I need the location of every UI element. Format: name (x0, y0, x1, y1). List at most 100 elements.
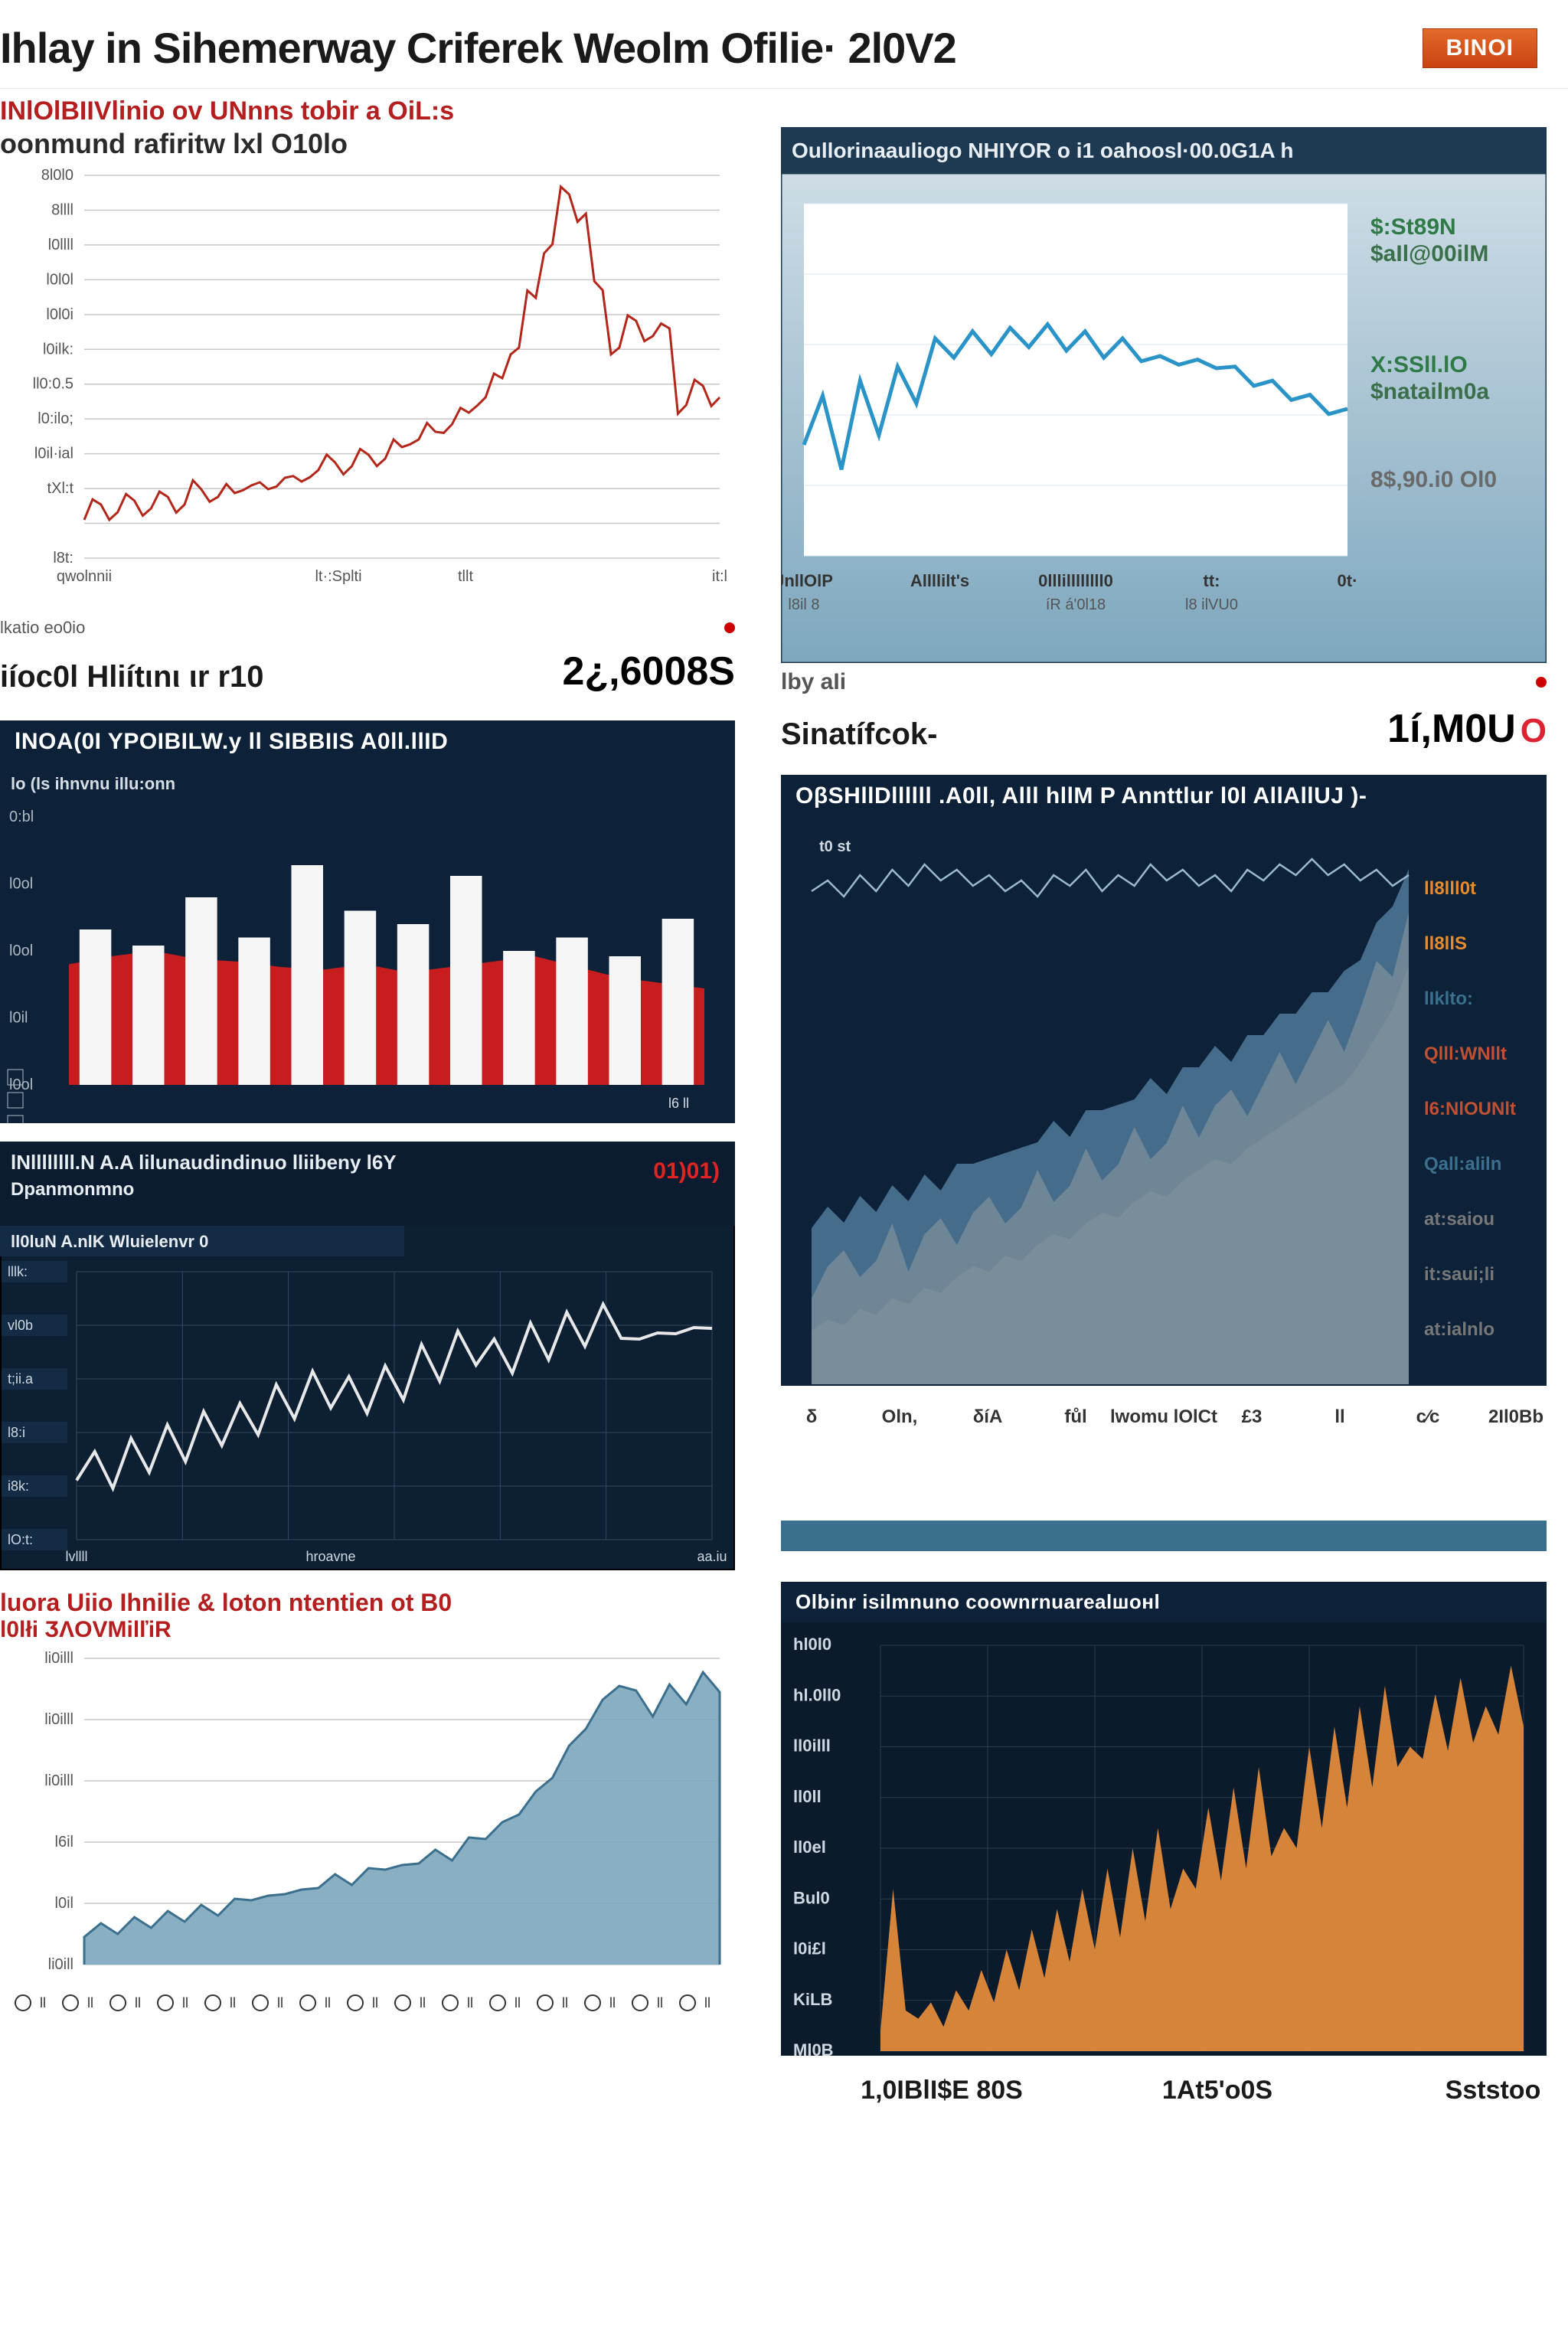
svg-text:l0l0i: l0l0i (46, 306, 74, 323)
svg-text:Oln,: Oln, (882, 1406, 918, 1427)
svg-text:l8il 8: l8il 8 (788, 596, 819, 613)
chart1-subtitle: oonmund rafiritw lxl O10lo (0, 128, 735, 160)
svg-text:8llll: 8llll (51, 201, 74, 218)
svg-text:ll: ll (609, 1995, 616, 2011)
svg-text:lt·:Splti: lt·:Splti (315, 568, 361, 585)
svg-text:qwolnnii: qwolnnii (57, 568, 112, 585)
chart5-svg: t0 stll8lll0tll8llSlIklto:Qlll:WNlltl6:N… (781, 818, 1547, 1507)
svg-text:t0 st: t0 st (819, 838, 851, 855)
svg-text:l0llll: l0llll (48, 237, 74, 253)
svg-text:c∕c: c∕c (1416, 1406, 1440, 1427)
svg-text:ll: ll (135, 1995, 141, 2011)
svg-text:lo (ls ihnvnu illu:onn: lo (ls ihnvnu illu:onn (11, 774, 175, 793)
svg-text:l6:NlOUNlt: l6:NlOUNlt (1424, 1099, 1516, 1119)
svg-text:£3: £3 (1242, 1406, 1263, 1427)
svg-text:Qlll:WNllt: Qlll:WNllt (1424, 1044, 1507, 1064)
svg-text:8$,90.i0 Ol0: 8$,90.i0 Ol0 (1370, 467, 1497, 492)
svg-text:at:ialnlo: at:ialnlo (1424, 1319, 1494, 1340)
svg-text:ll0el: ll0el (793, 1838, 826, 1857)
svg-text:$aIl@00ilM: $aIl@00ilM (1370, 241, 1488, 266)
svg-text:li0illl: li0illl (44, 1711, 74, 1728)
page-title: Ihlay in Sihemerway Criferek Weolm Ofili… (0, 23, 956, 73)
svg-text:ll: ll (325, 1995, 331, 2011)
svg-text:l0i£l: l0i£l (793, 1939, 826, 1958)
chart7-title: Olbinr isilmnuno coownrnuarealшонl (781, 1582, 1547, 1622)
svg-text:ll0:0.5: ll0:0.5 (33, 376, 74, 393)
svg-text:ll: ll (704, 1995, 710, 2011)
chart1-suptitle: INlOlBIIVlinio ov UNnns tobir a OiL:s (0, 96, 735, 126)
svg-text:δ: δ (806, 1406, 818, 1427)
svg-text:$:St89N: $:St89N (1370, 214, 1456, 240)
svg-text:it:saui;li: it:saui;li (1424, 1264, 1494, 1285)
svg-text:l8t:: l8t: (53, 550, 74, 567)
chart3-panel: lNOA(0I YPOIBILW.y ll SIBBIIS A0ll.llID … (0, 720, 735, 1123)
svg-text:Oullorinaauliogo NHIYOR o i1 o: Oullorinaauliogo NHIYOR o i1 oahoosl·00.… (792, 139, 1293, 162)
chart2-metric-value: 1í,M0UO (1387, 706, 1547, 752)
chart6-panel: luora Uiio Ihnilie & loton ntentien ot B… (0, 1589, 735, 2018)
svg-text:l0il: l0il (55, 1895, 74, 1912)
svg-text:t;ii.a: t;ii.a (8, 1371, 34, 1387)
svg-text:δíA: δíA (973, 1406, 1003, 1427)
chart1-panel: INlOlBIIVlinio ov UNnns tobir a OiL:s oo… (0, 96, 735, 694)
svg-text:KiLB: KiLB (793, 1990, 832, 2009)
chart2-svg: Oullorinaauliogo NHIYOR o i1 oahoosl·00.… (781, 127, 1547, 663)
header-action-button[interactable]: BINOI (1423, 28, 1537, 68)
svg-text:ll: ll (467, 1995, 473, 2011)
chart3-title: lNOA(0I YPOIBILW.y ll SIBBIIS A0ll.llID (0, 720, 735, 763)
svg-text:ll: ll (87, 1995, 93, 2011)
svg-text:tllt: tllt (458, 568, 473, 585)
chart4-svg: lNllllllll.N A.A lilunaudindinuo lliiben… (0, 1142, 735, 1570)
svg-text:ll8lll0t: ll8lll0t (1424, 878, 1476, 899)
svg-text:ll: ll (657, 1995, 663, 2011)
svg-text:vl0b: vl0b (8, 1318, 33, 1333)
svg-text:l0il·ial: l0il·ial (34, 446, 74, 462)
svg-text:ll8llS: ll8llS (1424, 933, 1467, 954)
svg-text:l8:i: l8:i (8, 1425, 25, 1440)
svg-text:l8 ilVU0: l8 ilVU0 (1185, 596, 1238, 613)
svg-text:Allllilt's: Allllilt's (910, 571, 969, 590)
svg-text:l6 ll: l6 ll (668, 1096, 689, 1111)
svg-text:0:bl: 0:bl (9, 808, 34, 825)
svg-text:ll: ll (182, 1995, 188, 2011)
chart2-footer-left: lby aIi (781, 669, 846, 695)
chart1-metric-label: iíoc0l Hliítιnι ιr r10 (0, 660, 264, 694)
svg-text:it:l: it:l (712, 568, 727, 585)
svg-text:0lllillllllll0: 0lllillllllll0 (1038, 571, 1113, 590)
svg-text:lwomu lOlCt: lwomu lOlCt (1110, 1406, 1217, 1427)
svg-text:ll: ll (230, 1995, 236, 2011)
svg-text:Bul0: Bul0 (793, 1888, 830, 1907)
svg-text:JnllOlP: JnllOlP (781, 571, 833, 590)
svg-text:l0:ilo;: l0:ilo; (38, 410, 74, 427)
svg-text:l0il: l0il (9, 1010, 28, 1027)
svg-text:lvllll: lvllll (66, 1549, 88, 1564)
svg-text:hl.0ll0: hl.0ll0 (793, 1685, 841, 1704)
chart3-svg: lo (ls ihnvnu illu:onn0:bll0oll0oll0ill0… (0, 763, 735, 1123)
svg-text:li0illl: li0illl (44, 1650, 74, 1667)
svg-text:li0illl: li0illl (44, 1772, 74, 1789)
svg-text:ll: ll (277, 1995, 283, 2011)
svg-text:l0ol: l0ol (9, 876, 33, 893)
svg-text:0t·: 0t· (1338, 571, 1358, 590)
svg-text:aa.iu: aa.iu (697, 1549, 727, 1564)
chart5-title: OβSHllDllllll .A0ll, Alll hllM P Annttlu… (781, 775, 1547, 818)
svg-text:hl0l0: hl0l0 (793, 1635, 831, 1654)
svg-text:ll0luN A.nlK Wluielenvr 0: ll0luN A.nlK Wluielenvr 0 (11, 1232, 208, 1251)
svg-text:i8k:: i8k: (8, 1478, 29, 1494)
chart6-svg: li0illlli0illlli0illll6ill0illi0illlllll… (0, 1643, 735, 2018)
svg-text:ll0illl: ll0illl (793, 1736, 831, 1756)
svg-text:l0l0l: l0l0l (46, 271, 74, 288)
chart1-indicator-dot (724, 622, 735, 633)
chart7-svg: hl0l0hl.0ll0ll0illlll0llll0elBul0l0i£lKi… (781, 1622, 1547, 2143)
svg-text:lNllllllll.N A.A lilunaudindin: lNllllllll.N A.A lilunaudindinuo lliiben… (11, 1151, 397, 1174)
chart6-suptitle: luora Uiio Ihnilie & loton ntentien ot B… (0, 1589, 735, 1617)
svg-text:X:SSll.lO: X:SSll.lO (1370, 352, 1468, 377)
svg-text:ll: ll (420, 1995, 426, 2011)
svg-text:$natailm0a: $natailm0a (1370, 379, 1489, 404)
svg-text:Dpanmonmno: Dpanmonmno (11, 1179, 134, 1200)
chart7-panel: Olbinr isilmnuno coownrnuarealшонl hl0l0… (781, 1582, 1547, 2143)
svg-text:ll: ll (40, 1995, 46, 2011)
svg-text:1At5'o0S: 1At5'o0S (1162, 2076, 1272, 2105)
svg-text:1,0IBlI$E 80S: 1,0IBlI$E 80S (861, 2076, 1023, 2105)
svg-text:li0ill: li0ill (48, 1956, 74, 1973)
svg-text:fůl: fůl (1064, 1406, 1086, 1427)
